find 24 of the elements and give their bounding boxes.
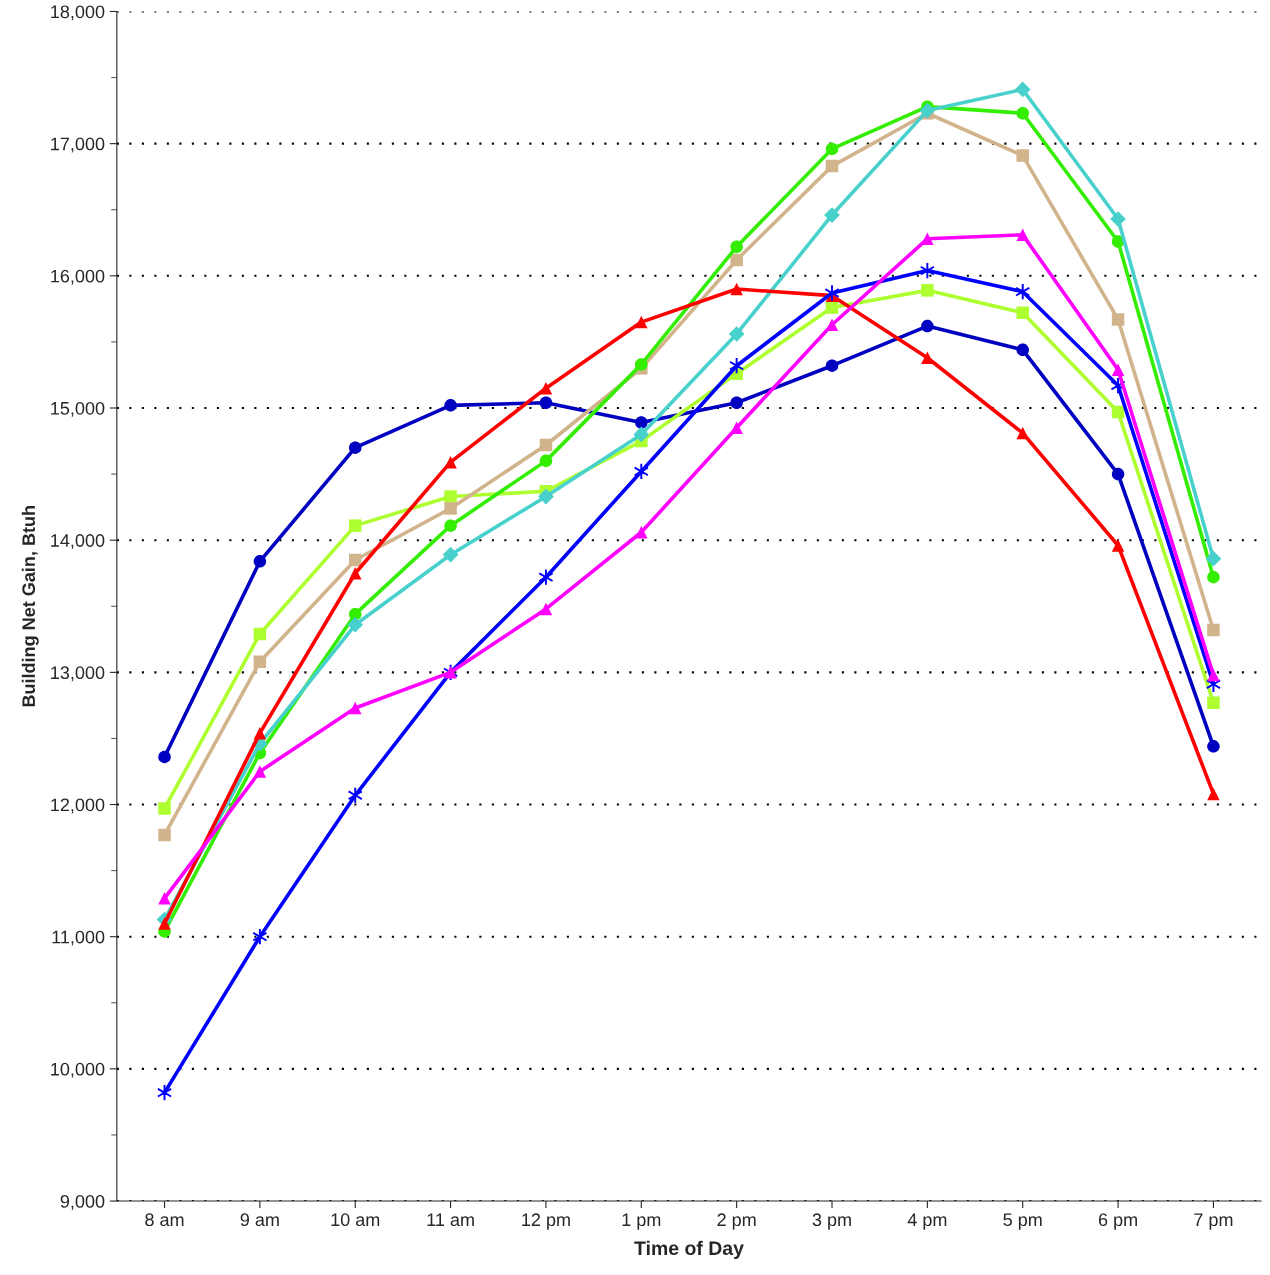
y-tick-label: 15,000 [51,401,105,417]
x-tick-label: 7 pm [1194,1213,1233,1230]
y-tick-label: 17,000 [51,137,105,153]
y-tick-label: 18,000 [51,5,105,21]
y-tick-label: 13,000 [51,666,105,682]
y-axis-title: Building Net Gain, Btuh [21,506,39,707]
x-tick-label: 11 am [427,1213,474,1227]
y-tick-label: 10,000 [51,1062,105,1078]
x-tick-label: 8 am [145,1213,184,1227]
y-tick-label: 11,000 [52,930,105,946]
x-axis-title: Time of Day [634,1240,744,1259]
y-tick-label: 9,000 [60,1194,105,1210]
x-tick-label: 3 pm [812,1213,851,1230]
y-tick-label: 12,000 [51,798,105,814]
x-tick-label: 5 pm [1003,1213,1042,1230]
x-tick-label: 12 pm [522,1213,570,1230]
x-tick-label: 4 pm [907,1213,947,1230]
y-tick-label: 14,000 [51,534,105,550]
x-tick-label: 10 am [331,1213,380,1227]
x-tick-label: 9 am [240,1213,279,1227]
x-tick-label: 6 pm [1098,1213,1137,1230]
y-tick-label: 16,000 [51,269,105,285]
x-tick-label: 2 pm [717,1213,756,1230]
x-tick-label: 1 pm [622,1213,661,1230]
